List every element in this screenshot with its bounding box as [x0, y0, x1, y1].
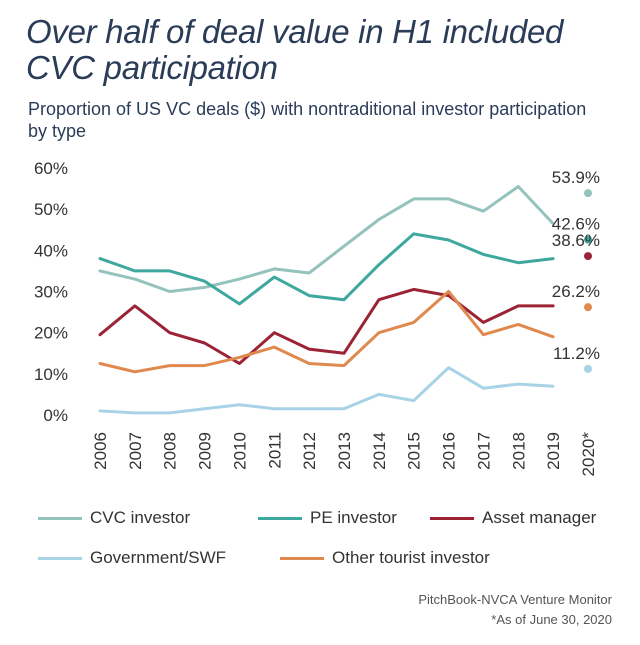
- y-tick-label: 50%: [34, 200, 68, 219]
- end-point-marker: [584, 252, 592, 261]
- legend-swatch: [38, 556, 82, 560]
- legend-swatch: [258, 516, 302, 520]
- series-line-asset-manager: [98, 287, 555, 365]
- legend-item: Other tourist investor: [280, 545, 490, 571]
- end-value-label: 26.2%: [552, 282, 600, 301]
- end-value-label: 42.6%: [552, 215, 600, 234]
- chart-title: Over half of deal value in H1 included C…: [26, 13, 564, 86]
- legend-label: Other tourist investor: [332, 548, 490, 567]
- x-tick-label: 2012: [300, 432, 319, 470]
- x-tick-label: 2018: [509, 432, 528, 470]
- footnote-text: *As of June 30, 2020: [491, 612, 612, 627]
- x-tick-label: 2013: [335, 432, 354, 470]
- legend-label: CVC investor: [90, 508, 191, 527]
- source-note: PitchBook-NVCA Venture Monitor *As of Ju…: [418, 590, 612, 630]
- x-tick-label: 2006: [91, 432, 110, 470]
- y-tick-label: 10%: [34, 365, 68, 384]
- series-line-cvc-investor: [98, 185, 555, 293]
- x-tick-label: 2014: [370, 432, 389, 470]
- y-tick-label: 0%: [43, 406, 68, 425]
- series-line-other-tourist-investor: [98, 290, 555, 374]
- y-tick-label: 20%: [34, 324, 68, 343]
- x-tick-label: 2010: [230, 432, 249, 470]
- legend-item: CVC investor: [38, 505, 190, 531]
- end-point-marker: [584, 364, 592, 373]
- series-line-pe-investor: [98, 232, 555, 306]
- chart-subtitle: Proportion of US VC deals ($) with nontr…: [28, 99, 587, 141]
- x-tick-label: 2020*: [579, 432, 598, 477]
- y-tick-label: 40%: [34, 241, 68, 260]
- legend-label: PE investor: [310, 508, 397, 527]
- legend-swatch: [38, 516, 82, 520]
- end-value-label: 38.6%: [552, 231, 600, 250]
- x-tick-label: 2009: [196, 432, 215, 470]
- x-tick-label: 2016: [440, 432, 459, 470]
- end-point-marker: [584, 303, 592, 312]
- x-tick-label: 2008: [161, 432, 180, 470]
- end-value-label: 11.2%: [553, 344, 600, 363]
- x-tick-label: 2017: [474, 432, 493, 470]
- end-point-marker: [584, 189, 592, 198]
- y-tick-label: 60%: [34, 159, 68, 178]
- source-text: PitchBook-NVCA Venture Monitor: [418, 592, 612, 607]
- legend-item: Asset manager: [430, 505, 596, 531]
- line-chart: 0% 10% 20% 30% 40% 50% 60% 2006 2007 2008 2009 201…: [34, 159, 600, 477]
- legend-item: Government/SWF: [38, 545, 226, 571]
- legend-swatch: [430, 516, 474, 520]
- x-tick-label: 2019: [544, 432, 563, 470]
- y-tick-label: 30%: [34, 283, 68, 302]
- legend-label: Government/SWF: [90, 548, 227, 567]
- end-point-marker: [584, 235, 592, 244]
- legend-swatch: [280, 556, 324, 560]
- x-tick-label: 2015: [405, 432, 424, 470]
- series-line-government-swf: [98, 366, 555, 415]
- legend-item: PE investor: [258, 505, 397, 531]
- end-value-label: 53.9%: [552, 168, 600, 187]
- x-tick-label: 2007: [126, 432, 145, 470]
- legend-label: Asset manager: [482, 508, 597, 527]
- x-tick-label: 2011: [265, 432, 284, 469]
